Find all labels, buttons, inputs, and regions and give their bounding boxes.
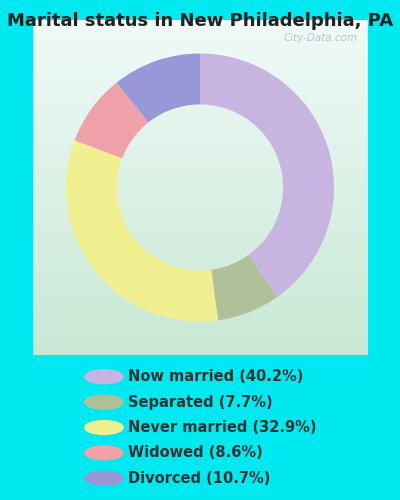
Text: Now married (40.2%): Now married (40.2%): [128, 369, 303, 384]
Circle shape: [85, 446, 123, 460]
Text: Never married (32.9%): Never married (32.9%): [128, 420, 316, 435]
Wedge shape: [200, 54, 334, 296]
Circle shape: [85, 472, 123, 485]
Text: Widowed (8.6%): Widowed (8.6%): [128, 446, 263, 460]
Circle shape: [85, 370, 123, 384]
Wedge shape: [211, 255, 278, 320]
Text: City-Data.com: City-Data.com: [283, 34, 358, 43]
Text: Marital status in New Philadelphia, PA: Marital status in New Philadelphia, PA: [7, 12, 393, 30]
Wedge shape: [66, 140, 218, 322]
Wedge shape: [117, 54, 200, 122]
Circle shape: [85, 395, 123, 409]
Text: Separated (7.7%): Separated (7.7%): [128, 394, 273, 409]
Wedge shape: [74, 82, 148, 158]
Circle shape: [85, 420, 123, 434]
Text: Divorced (10.7%): Divorced (10.7%): [128, 471, 270, 486]
